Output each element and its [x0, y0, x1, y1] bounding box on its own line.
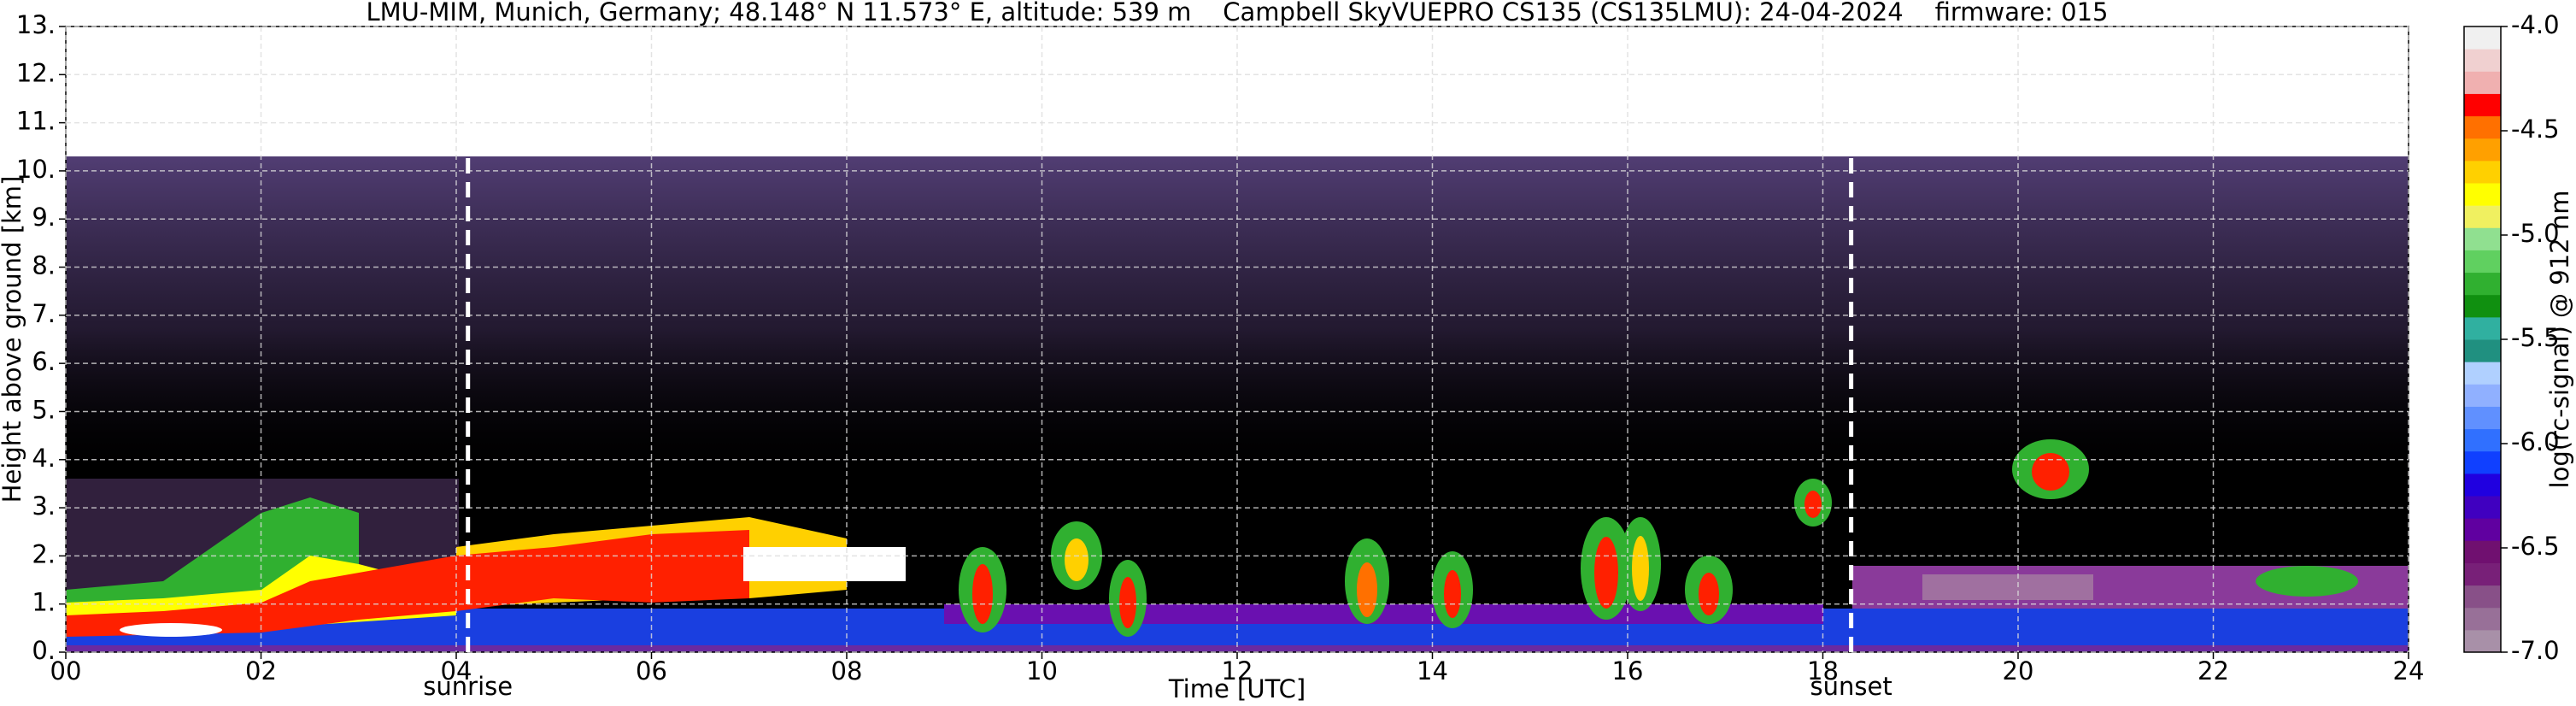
- x-tick-label: 16: [1612, 656, 1644, 685]
- colorbar-band: [2464, 629, 2501, 653]
- colorbar-band: [2464, 450, 2501, 474]
- x-tick-label: 18: [1807, 656, 1839, 685]
- colorbar-band: [2464, 406, 2501, 430]
- colorbar-band: [2464, 49, 2501, 72]
- x-tick-label: 24: [2393, 656, 2425, 685]
- x-tick-label: 14: [1417, 656, 1448, 685]
- x-tick-label: 12: [1222, 656, 1253, 685]
- colorbar-tick-label: -7.0: [2511, 636, 2560, 665]
- colorbar-band: [2464, 496, 2501, 519]
- colorbar-band: [2464, 205, 2501, 228]
- colorbar-band: [2464, 272, 2501, 296]
- y-tick-label: 3.: [32, 491, 56, 521]
- x-tick-label: 06: [636, 656, 667, 685]
- colorbar-band: [2464, 562, 2501, 586]
- x-tick-label: 04: [441, 656, 472, 685]
- colorbar-band: [2464, 227, 2501, 250]
- annotation-label: sunset: [1810, 672, 1892, 701]
- colorbar-tick-label: -6.5: [2511, 532, 2560, 561]
- colorbar-band: [2464, 585, 2501, 609]
- x-axis-label: Time [UTC]: [1168, 674, 1306, 703]
- colorbar-tick-label: -4.0: [2511, 10, 2560, 39]
- x-tick-label: 22: [2198, 656, 2229, 685]
- y-tick-label: 11.: [16, 107, 56, 136]
- y-tick-label: 5.: [32, 395, 56, 424]
- colorbar-band: [2464, 428, 2501, 452]
- colorbar-band: [2464, 71, 2501, 94]
- colorbar-band: [2464, 473, 2501, 497]
- colorbar-band: [2464, 362, 2501, 385]
- colorbar-band: [2464, 115, 2501, 139]
- y-tick-label: 7.: [32, 299, 56, 328]
- colorbar-band: [2464, 26, 2501, 50]
- colorbar-band: [2464, 384, 2501, 407]
- colorbar-tick-label: -5.5: [2511, 323, 2560, 352]
- y-tick-label: 9.: [32, 203, 56, 232]
- colorbar-band: [2464, 540, 2501, 563]
- y-tick-label: 4.: [32, 444, 56, 473]
- annotation-label: sunrise: [423, 672, 513, 701]
- colorbar-tick-label: -4.5: [2511, 115, 2560, 144]
- y-tick-label: 0.: [32, 636, 56, 665]
- y-tick-label: 8.: [32, 251, 56, 280]
- x-tick-label: 08: [831, 656, 863, 685]
- y-axis-label: Height above ground [km]: [0, 176, 26, 503]
- colorbar-band: [2464, 93, 2501, 117]
- colorbar-band: [2464, 339, 2501, 362]
- colorbar-tick-label: -5.0: [2511, 219, 2560, 248]
- colorbar-band: [2464, 316, 2501, 340]
- chart-title: LMU-MIM, Munich, Germany; 48.148° N 11.5…: [367, 0, 2109, 26]
- x-tick-label: 20: [2003, 656, 2034, 685]
- colorbar-band: [2464, 160, 2501, 184]
- x-tick-label: 02: [245, 656, 277, 685]
- colorbar-band: [2464, 183, 2501, 206]
- y-tick-label: 6.: [32, 347, 56, 376]
- y-tick-label: 10.: [16, 155, 56, 184]
- y-tick-label: 1.: [32, 588, 56, 617]
- y-tick-label: 2.: [32, 539, 56, 568]
- colorbar-tick-label: -6.0: [2511, 427, 2560, 456]
- x-tick-label: 00: [50, 656, 82, 685]
- colorbar-label: log(rc-signal) @ 912 nm: [2545, 191, 2574, 489]
- colorbar-band: [2464, 518, 2501, 541]
- colorbar-band: [2464, 294, 2501, 318]
- colorbar-band: [2464, 607, 2501, 631]
- x-tick-label: 10: [1026, 656, 1058, 685]
- y-tick-label: 12.: [16, 58, 56, 87]
- y-tick-label: 13.: [16, 10, 56, 39]
- colorbar-band: [2464, 138, 2501, 162]
- colorbar-band: [2464, 250, 2501, 274]
